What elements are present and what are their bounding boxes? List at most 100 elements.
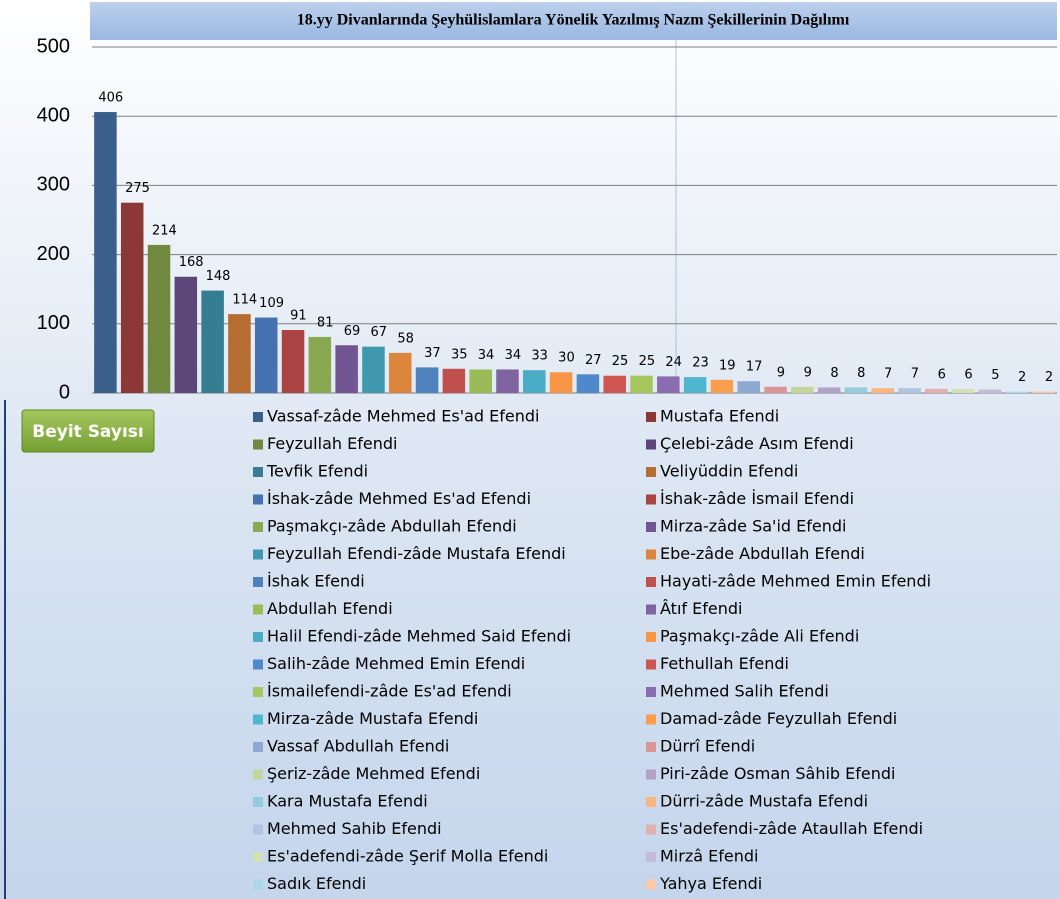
legend-label: Mustafa Efendi xyxy=(660,407,779,426)
bar xyxy=(94,112,117,393)
data-label: 148 xyxy=(206,269,231,284)
bar xyxy=(415,367,439,393)
legend-swatch xyxy=(253,769,263,780)
data-label: 8 xyxy=(857,366,865,381)
legend-swatch xyxy=(646,742,656,752)
data-label: 17 xyxy=(746,360,763,375)
bar xyxy=(120,202,144,393)
y-tick-label: 0 xyxy=(59,381,70,403)
data-label: 9 xyxy=(777,365,785,380)
bar xyxy=(549,372,573,393)
data-label: 168 xyxy=(179,255,204,270)
legend-label: İshak-zâde Mehmed Es'ad Efendi xyxy=(267,489,531,508)
bar xyxy=(978,389,1002,393)
legend-swatch xyxy=(646,632,656,642)
legend-swatch xyxy=(253,852,263,862)
y-tick-label: 300 xyxy=(37,174,70,196)
legend-swatch xyxy=(646,467,656,477)
legend-label: Dürrî Efendi xyxy=(660,737,755,756)
legend-swatch xyxy=(253,687,263,697)
bar xyxy=(147,244,171,393)
data-label: 25 xyxy=(612,354,629,369)
bar xyxy=(791,386,814,393)
bar xyxy=(389,352,412,393)
bar xyxy=(657,376,680,393)
legend-swatch xyxy=(253,549,263,560)
legend-label: Vassaf-zâde Mehmed Es'ad Efendi xyxy=(267,407,539,426)
legend-label: Hayati-zâde Mehmed Emin Efendi xyxy=(660,572,931,591)
data-label: 37 xyxy=(424,346,441,361)
bar xyxy=(603,375,626,393)
data-label: 5 xyxy=(991,368,999,383)
data-label: 109 xyxy=(259,296,284,311)
y-axis-label-box xyxy=(21,409,155,453)
y-tick-label: 100 xyxy=(37,312,70,334)
legend-swatch xyxy=(253,714,263,725)
bar xyxy=(576,374,600,393)
legend-label: Piri-zâde Osman Sâhib Efendi xyxy=(660,764,896,783)
legend-swatch xyxy=(253,467,263,477)
data-label: 81 xyxy=(317,315,334,330)
legend-swatch xyxy=(646,577,656,587)
bar xyxy=(174,276,198,393)
legend-label: Vassaf Abdullah Efendi xyxy=(267,737,449,756)
bar xyxy=(254,317,278,393)
legend-swatch xyxy=(253,494,263,505)
data-label: 6 xyxy=(964,367,972,382)
legend-label: Es'adefendi-zâde Ataullah Efendi xyxy=(660,819,923,838)
data-label: 9 xyxy=(804,365,812,380)
legend-swatch xyxy=(646,412,656,422)
legend-swatch xyxy=(646,797,656,807)
legend-swatch xyxy=(253,577,263,587)
legend-label: Mehmed Salih Efendi xyxy=(660,682,829,701)
bar xyxy=(764,386,787,393)
bar xyxy=(308,336,332,393)
bar xyxy=(469,369,492,393)
legend-label: Fethullah Efendi xyxy=(660,654,789,673)
legend-label: Dürri-zâde Mustafa Efendi xyxy=(660,792,868,811)
data-label: 69 xyxy=(344,324,361,339)
legend-swatch xyxy=(646,522,656,532)
bar xyxy=(683,377,707,393)
bar xyxy=(335,345,358,393)
bar xyxy=(844,387,868,393)
bar xyxy=(1032,391,1055,393)
data-label: 8 xyxy=(830,366,838,381)
legend-label: Feyzullah Efendi-zâde Mustafa Efendi xyxy=(267,544,566,563)
legend-label: Âtıf Efendi xyxy=(660,599,742,618)
y-tick-label: 500 xyxy=(37,35,70,57)
legend-label: Es'adefendi-zâde Şerif Molla Efendi xyxy=(267,847,548,866)
legend-label: Mirza-zâde Sa'id Efendi xyxy=(660,517,846,536)
legend-swatch xyxy=(646,604,656,615)
data-label: 2 xyxy=(1045,370,1053,385)
legend-swatch xyxy=(646,687,656,697)
data-label: 7 xyxy=(911,367,919,382)
legend-label: Paşmakçı-zâde Ali Efendi xyxy=(660,627,859,646)
legend-swatch xyxy=(253,824,263,835)
legend-label: İshak Efendi xyxy=(267,572,365,591)
legend-label: Mirzâ Efendi xyxy=(660,847,758,866)
legend-swatch xyxy=(646,852,656,862)
bar xyxy=(737,381,760,393)
data-label: 58 xyxy=(397,331,414,346)
data-label: 33 xyxy=(531,349,548,364)
data-label: 35 xyxy=(451,347,468,362)
legend-swatch xyxy=(646,494,656,505)
legend-swatch xyxy=(253,522,263,532)
bar xyxy=(281,330,305,393)
bar xyxy=(201,290,224,393)
legend-label: Çelebi-zâde Asım Efendi xyxy=(660,434,854,453)
legend-label: Halil Efendi-zâde Mehmed Said Efendi xyxy=(267,627,571,646)
y-tick-label: 400 xyxy=(37,104,70,126)
legend-swatch xyxy=(646,714,656,725)
data-label: 30 xyxy=(558,351,575,366)
legend-swatch xyxy=(253,879,263,890)
data-label: 34 xyxy=(505,348,522,363)
legend-label: Mehmed Sahib Efendi xyxy=(267,819,442,838)
legend-label: Paşmakçı-zâde Abdullah Efendi xyxy=(267,517,517,536)
legend-label: İsmailefendi-zâde Es'ad Efendi xyxy=(267,682,512,701)
legend-label: Abdullah Efendi xyxy=(267,599,393,618)
legend-label: Tevfik Efendi xyxy=(266,462,368,481)
data-label: 91 xyxy=(290,309,307,324)
